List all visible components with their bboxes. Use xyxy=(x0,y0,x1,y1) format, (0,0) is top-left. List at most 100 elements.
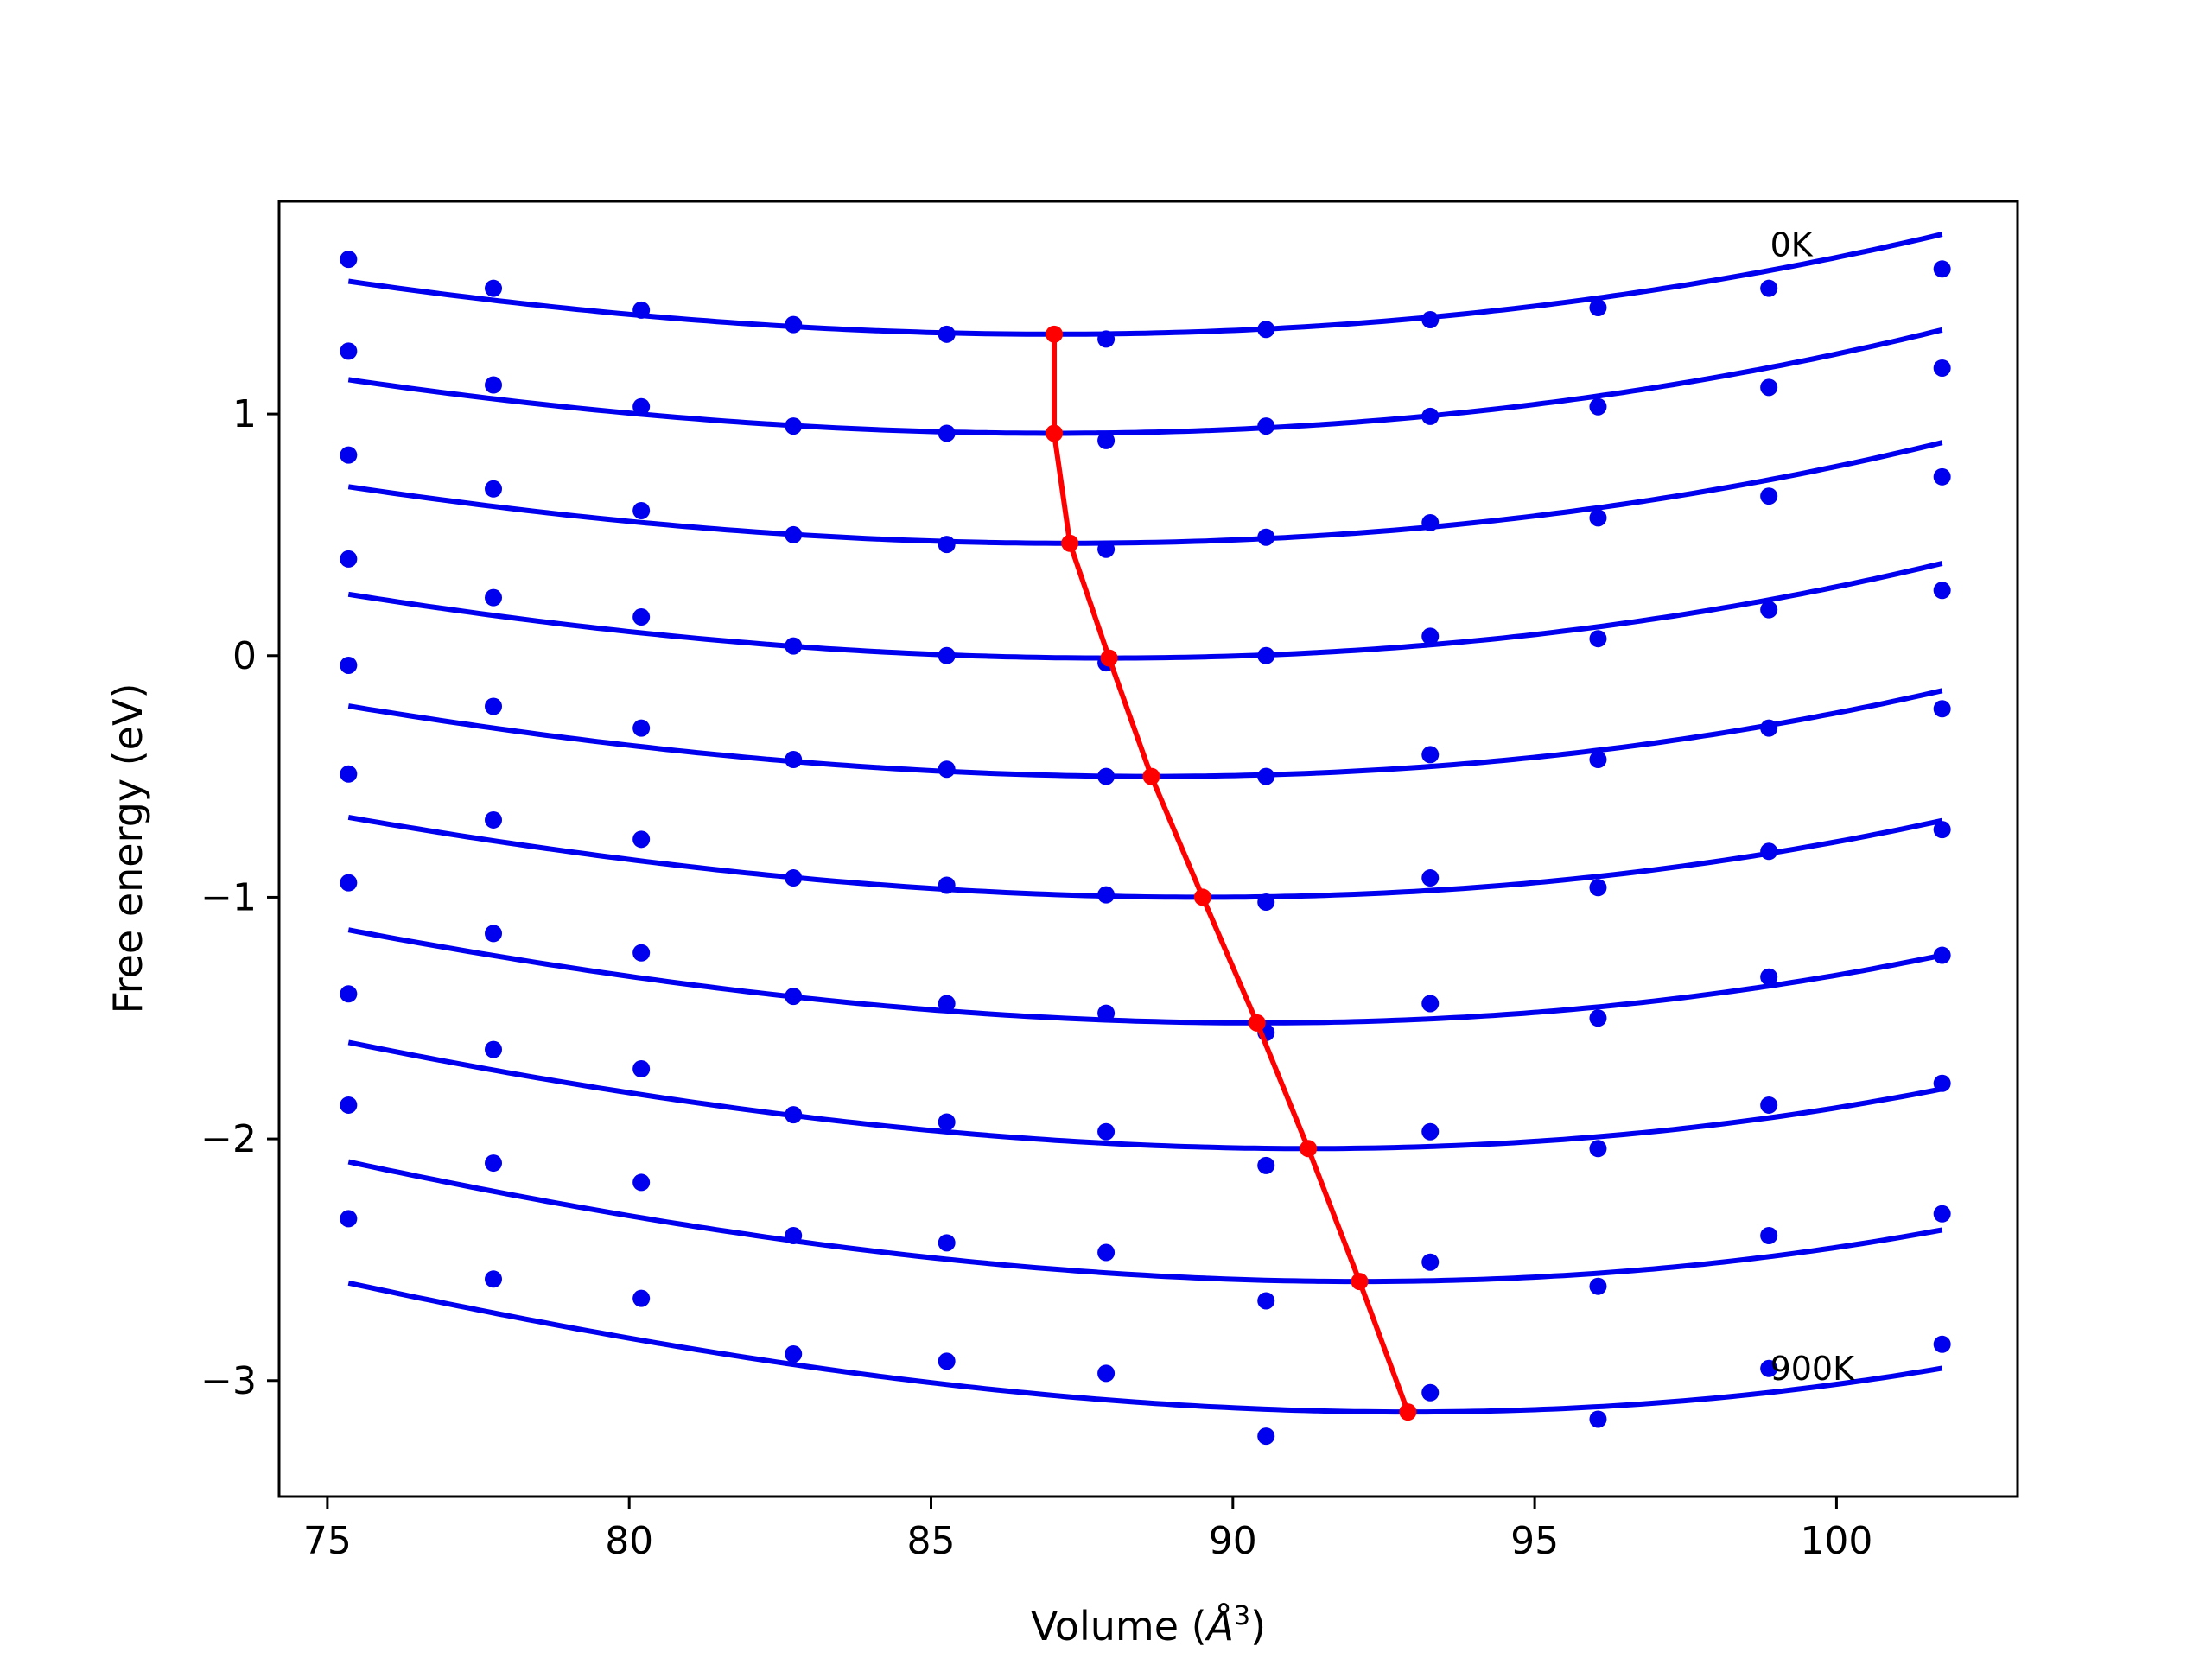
data-point xyxy=(1589,879,1607,897)
fit-curve-3 xyxy=(347,561,1943,661)
data-point xyxy=(632,1289,651,1307)
data-point xyxy=(1097,1364,1116,1382)
data-point xyxy=(1257,1427,1275,1446)
data-point xyxy=(938,1352,956,1370)
data-point xyxy=(1760,1096,1778,1114)
data-point xyxy=(632,608,651,626)
annotation-label: 0K xyxy=(1770,226,1814,264)
data-point xyxy=(1097,886,1116,904)
data-point xyxy=(485,376,503,394)
data-point xyxy=(340,874,358,892)
fit-curve-6 xyxy=(347,927,1943,1026)
data-point xyxy=(632,301,651,319)
minimum-point xyxy=(1248,1014,1266,1032)
data-point xyxy=(785,1226,803,1244)
data-point xyxy=(938,646,956,664)
minimum-point xyxy=(1300,1140,1318,1158)
data-point xyxy=(785,525,803,543)
data-point xyxy=(1760,1359,1778,1377)
x-axis-label: Volume (Å3) xyxy=(1031,1601,1266,1649)
fit-curve-9 xyxy=(347,1280,1943,1415)
x-tick-label: 75 xyxy=(303,1519,352,1563)
fit-curve-8 xyxy=(347,1159,1943,1285)
data-point xyxy=(485,1154,503,1173)
data-point xyxy=(1760,842,1778,861)
data-point xyxy=(938,1113,956,1131)
data-point xyxy=(1421,995,1440,1013)
data-point xyxy=(1421,1253,1440,1271)
data-point xyxy=(1421,311,1440,329)
data-point xyxy=(485,279,503,297)
data-point xyxy=(1933,946,1951,964)
data-point xyxy=(632,1059,651,1077)
y-tick-label: −3 xyxy=(200,1359,257,1403)
data-point xyxy=(1257,321,1275,339)
fit-curve-2 xyxy=(347,440,1943,546)
data-point xyxy=(1589,299,1607,317)
data-point xyxy=(1933,821,1951,839)
data-point xyxy=(485,480,503,498)
data-point xyxy=(1589,630,1607,648)
data-point xyxy=(1097,431,1116,449)
data-point xyxy=(1589,751,1607,769)
data-point xyxy=(785,637,803,655)
data-point xyxy=(632,719,651,737)
data-point xyxy=(632,1173,651,1192)
minimum-point xyxy=(1193,888,1211,906)
data-point xyxy=(1257,893,1275,912)
data-point xyxy=(1760,601,1778,619)
x-tick-label: 80 xyxy=(605,1519,653,1563)
data-point xyxy=(1760,487,1778,505)
data-point xyxy=(1097,1004,1116,1022)
data-point xyxy=(938,325,956,343)
data-point xyxy=(1760,378,1778,397)
y-axis-label: Free energy (eV) xyxy=(105,683,151,1014)
x-tick-label: 85 xyxy=(907,1519,956,1563)
y-tick-label: −2 xyxy=(200,1117,257,1161)
data-point xyxy=(632,501,651,519)
data-point xyxy=(1589,1009,1607,1027)
data-point xyxy=(485,925,503,943)
data-point xyxy=(1933,700,1951,718)
x-tick-label: 90 xyxy=(1209,1519,1257,1563)
data-point xyxy=(1097,1122,1116,1141)
minimum-point xyxy=(1046,424,1064,442)
data-point xyxy=(1257,1156,1275,1174)
y-axis: 1 0 −1 −2 −3 xyxy=(200,392,279,1403)
fit-curve-1 xyxy=(347,327,1943,436)
data-point xyxy=(340,251,358,269)
fit-curve-7 xyxy=(347,1039,1943,1152)
data-point xyxy=(785,869,803,887)
data-point xyxy=(785,1344,803,1363)
data-point xyxy=(340,765,358,783)
data-point xyxy=(1760,1226,1778,1244)
x-tick-label: 100 xyxy=(1800,1519,1872,1563)
data-point xyxy=(938,876,956,894)
data-point xyxy=(938,760,956,779)
data-point xyxy=(938,1234,956,1252)
data-point xyxy=(1421,627,1440,645)
data-point xyxy=(485,1270,503,1288)
data-point xyxy=(1097,767,1116,785)
fit-curves xyxy=(347,232,1943,1415)
data-point xyxy=(340,550,358,568)
plot-frame xyxy=(277,200,2019,1498)
annotation-label: 900K xyxy=(1770,1350,1856,1388)
x-tick-label: 95 xyxy=(1510,1519,1559,1563)
data-point xyxy=(1097,330,1116,348)
data-point xyxy=(785,751,803,769)
data-point xyxy=(785,417,803,435)
data-point xyxy=(1257,528,1275,546)
data-point xyxy=(785,315,803,334)
data-point xyxy=(938,424,956,442)
data-point xyxy=(340,342,358,360)
minimum-point xyxy=(1046,325,1064,343)
data-point xyxy=(485,810,503,829)
data-point xyxy=(785,988,803,1006)
data-point xyxy=(340,985,358,1003)
minimum-point xyxy=(1399,1403,1417,1421)
data-point xyxy=(485,588,503,607)
data-point xyxy=(1760,719,1778,737)
minima-line xyxy=(1052,334,1411,1414)
data-point xyxy=(1257,646,1275,664)
